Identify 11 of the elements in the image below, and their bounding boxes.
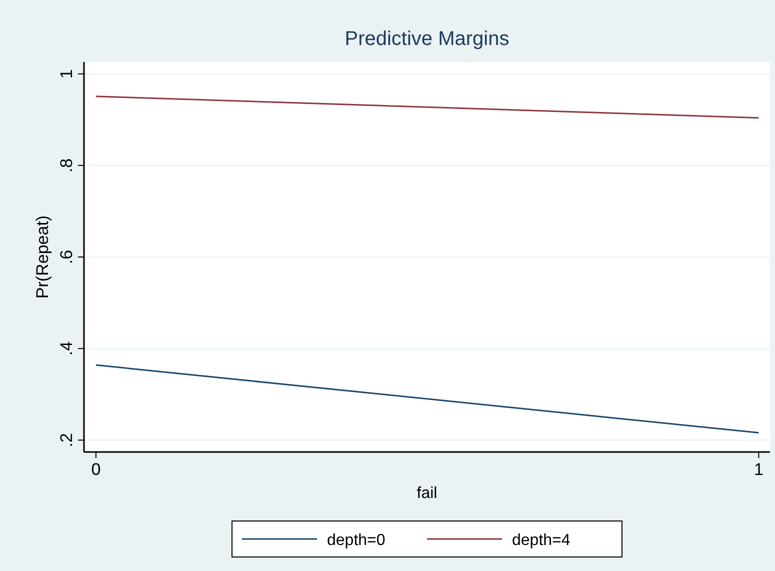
legend-label: depth=4 [512,532,570,549]
legend-label: depth=0 [327,532,386,549]
y-tick-label: .8 [57,158,76,173]
x-tick-label: 0 [91,460,101,479]
y-axis-title: Pr(Repeat) [33,215,52,299]
y-tick-label: .2 [57,433,76,448]
y-tick-label: 1 [57,69,76,79]
chart-title: Predictive Margins [344,28,510,50]
y-tick-label: .4 [57,341,76,356]
y-tick-label: .6 [57,250,76,264]
x-axis-title: fail [416,485,438,502]
